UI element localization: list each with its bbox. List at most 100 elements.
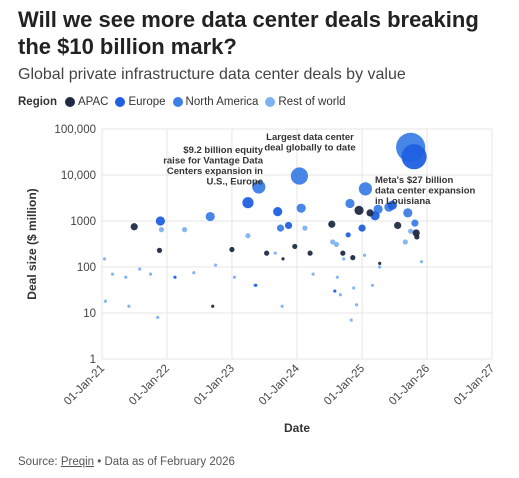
data-point <box>414 234 420 240</box>
data-point <box>102 257 107 261</box>
annotation-text: Meta's $27 billion <box>375 175 453 186</box>
data-point <box>276 224 285 232</box>
data-point <box>110 272 115 276</box>
data-point <box>311 272 315 276</box>
chart-subtitle: Global private infrastructure data cente… <box>18 66 406 83</box>
data-point <box>394 221 402 230</box>
x-tick-label: 01-Jan-24 <box>257 362 303 408</box>
data-point <box>345 198 355 209</box>
data-point <box>252 180 266 194</box>
chart-title: Will we see more data center deals break… <box>18 7 479 59</box>
data-point <box>273 251 277 255</box>
data-point <box>411 219 419 227</box>
data-point <box>205 211 215 222</box>
data-point <box>284 221 293 230</box>
legend-label: Europe <box>128 96 166 108</box>
source-link[interactable]: Preqin <box>60 456 95 468</box>
data-point <box>264 250 270 256</box>
data-point <box>254 283 258 287</box>
data-point <box>403 208 413 218</box>
data-point <box>158 227 165 233</box>
source-note: Source: Preqin • Data as of February 202… <box>18 456 235 468</box>
data-point <box>181 227 188 233</box>
data-point <box>281 257 285 261</box>
legend: Region APAC Europe North America Rest of… <box>18 96 353 108</box>
annotation-text: deal globally to date <box>264 143 355 154</box>
data-point <box>387 200 397 210</box>
data-point <box>401 144 427 170</box>
y-tick-label: 100,000 <box>54 124 96 136</box>
data-point <box>130 223 138 231</box>
data-point <box>307 250 313 256</box>
data-point <box>354 303 359 307</box>
data-point <box>292 243 298 250</box>
x-tick-label: 01-Jan-27 <box>452 363 497 408</box>
data-point <box>378 265 382 269</box>
data-point <box>338 293 342 297</box>
annotation-text: data center expansion <box>375 186 476 197</box>
x-tick-label: 01-Jan-23 <box>192 363 237 408</box>
y-tick-label: 1 <box>90 354 96 366</box>
legend-label: Rest of world <box>278 96 346 108</box>
data-point <box>148 272 153 276</box>
data-point <box>349 318 353 322</box>
legend-item-rest-of-world[interactable]: Rest of world <box>265 96 346 108</box>
data-point <box>229 246 235 253</box>
legend-swatch-north-america <box>172 97 183 107</box>
data-point <box>333 241 340 247</box>
data-point <box>138 267 142 271</box>
y-axis-title: Deal size ($ million) <box>25 188 39 299</box>
data-point <box>352 286 356 290</box>
legend-title: Region <box>18 96 57 108</box>
legend-swatch-europe <box>115 97 126 107</box>
y-tick-label: 10,000 <box>61 170 96 182</box>
annotation-text: in Louisiana <box>375 196 431 207</box>
annotation-text: Largest data center <box>266 132 354 143</box>
data-point <box>378 261 382 265</box>
data-point <box>340 250 346 256</box>
data-point <box>408 228 414 234</box>
data-point <box>155 216 165 226</box>
source-prefix: Source: <box>18 456 61 468</box>
annotation-text: $9.2 billion equity <box>183 145 263 156</box>
data-point <box>173 275 177 279</box>
data-point <box>366 209 374 217</box>
source-suffix: • Data as of February 2026 <box>94 456 235 468</box>
y-tick-label: 10 <box>83 308 96 320</box>
data-point <box>330 239 336 245</box>
data-point <box>345 232 351 238</box>
x-tick-label: 01-Jan-22 <box>127 363 172 408</box>
data-point <box>124 275 128 279</box>
data-point <box>333 289 337 293</box>
data-point <box>290 167 309 185</box>
data-point <box>419 260 424 264</box>
data-point <box>362 253 367 257</box>
data-point <box>335 275 339 279</box>
data-point <box>342 257 346 261</box>
annotation-text: raise for Vantage Data <box>163 156 264 167</box>
legend-swatch-apac <box>64 97 75 107</box>
annotation-text: Centers expansion in <box>167 166 263 177</box>
legend-item-europe[interactable]: Europe <box>115 96 166 108</box>
data-point <box>296 203 306 213</box>
data-point <box>213 263 218 267</box>
data-point <box>245 233 251 239</box>
data-point <box>280 304 284 308</box>
data-point <box>302 225 308 231</box>
legend-item-apac[interactable]: APAC <box>64 96 108 108</box>
data-point <box>328 220 336 228</box>
data-point <box>350 255 356 261</box>
data-point <box>354 205 364 215</box>
legend-label: North America <box>185 96 259 108</box>
data-point <box>232 275 237 279</box>
data-point <box>156 247 163 253</box>
data-point <box>358 224 366 232</box>
y-tick-label: 1000 <box>70 216 96 228</box>
legend-item-north-america[interactable]: North America <box>172 96 259 108</box>
data-point <box>273 207 283 217</box>
x-tick-label: 01-Jan-26 <box>387 363 432 408</box>
annotation-text: U.S., Europe <box>207 177 263 188</box>
data-point <box>156 315 160 320</box>
data-point <box>370 283 375 287</box>
